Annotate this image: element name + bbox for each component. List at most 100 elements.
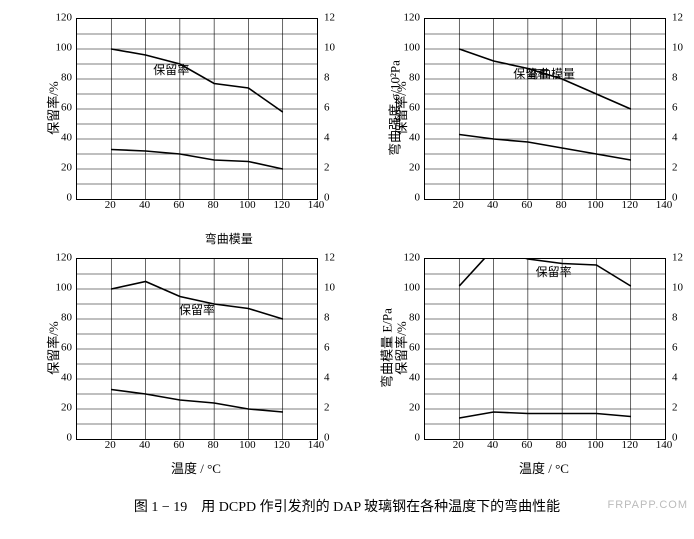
x-tick: 100 bbox=[239, 200, 256, 211]
y-left-tick: 20 bbox=[48, 163, 72, 174]
y-right-tick: 4 bbox=[672, 373, 692, 384]
y-right-tick: 6 bbox=[672, 343, 692, 354]
x-tick: 80 bbox=[208, 440, 219, 451]
series-retention bbox=[111, 49, 282, 112]
subplot-bottom: 020406080100120024681012保留率弯曲模量204060801… bbox=[396, 258, 692, 466]
x-tick: 40 bbox=[139, 200, 150, 211]
plot-svg bbox=[77, 19, 317, 199]
label-modulus: 弯曲模量 bbox=[527, 65, 575, 82]
y-left-tick: 100 bbox=[48, 43, 72, 54]
y-left-tick: 100 bbox=[396, 43, 420, 54]
x-tick: 120 bbox=[273, 200, 290, 211]
x-tick: 100 bbox=[587, 200, 604, 211]
x-tick: 100 bbox=[239, 440, 256, 451]
y-left-tick: 0 bbox=[48, 193, 72, 204]
x-tick: 120 bbox=[273, 440, 290, 451]
subplot-top: 020406080100120024681012保留率弯曲强度204060801… bbox=[48, 18, 344, 226]
y-right-axis: 024681012 bbox=[320, 18, 344, 198]
y-left-label: 保留率/% bbox=[43, 81, 62, 134]
y-right-tick: 2 bbox=[672, 163, 692, 174]
y-left-label: 保留率/% bbox=[391, 321, 410, 374]
x-tick: 80 bbox=[556, 440, 567, 451]
x-tick: 20 bbox=[453, 200, 464, 211]
x-tick: 20 bbox=[453, 440, 464, 451]
y-left-tick: 20 bbox=[396, 163, 420, 174]
y-right-tick: 0 bbox=[324, 193, 344, 204]
y-left-label: 保留率/% bbox=[391, 81, 410, 134]
x-tick: 60 bbox=[173, 440, 184, 451]
label-modulus: 弯曲模量 bbox=[205, 230, 253, 247]
y-right-tick: 6 bbox=[324, 343, 344, 354]
y-right-tick: 2 bbox=[324, 403, 344, 414]
y-left-tick: 100 bbox=[48, 283, 72, 294]
y-right-tick: 6 bbox=[324, 103, 344, 114]
x-tick: 20 bbox=[105, 440, 116, 451]
y-left-tick: 0 bbox=[396, 193, 420, 204]
figure-page: 020406080100120024681012保留率弯曲强度204060801… bbox=[0, 0, 694, 539]
y-right-tick: 10 bbox=[672, 283, 692, 294]
x-tick: 40 bbox=[487, 200, 498, 211]
plot-area: 保留率弯曲强度 bbox=[76, 18, 318, 200]
x-tick: 120 bbox=[621, 440, 638, 451]
x-axis: 20406080100120140 bbox=[76, 438, 316, 456]
x-tick: 60 bbox=[173, 200, 184, 211]
y-left-tick: 20 bbox=[48, 403, 72, 414]
y-right-axis: 024681012 bbox=[668, 18, 692, 198]
y-right-tick: 4 bbox=[324, 373, 344, 384]
subplot-bottom: 020406080100120024681012保留率弯曲模量204060801… bbox=[48, 258, 344, 466]
y-left-tick: 120 bbox=[48, 13, 72, 24]
grid bbox=[425, 259, 665, 439]
x-tick: 60 bbox=[521, 440, 532, 451]
y-right-tick: 10 bbox=[324, 283, 344, 294]
x-tick: 140 bbox=[308, 440, 325, 451]
label-retention: 保留率 bbox=[536, 263, 572, 280]
plot-area: 保留率弯曲模量 bbox=[424, 258, 666, 440]
panel-left: 020406080100120024681012保留率弯曲强度204060801… bbox=[48, 18, 344, 466]
x-label: 温度 / °C bbox=[76, 458, 316, 477]
plot-area: 保留率弯曲模量 bbox=[76, 258, 318, 440]
x-tick: 120 bbox=[621, 200, 638, 211]
x-tick: 20 bbox=[105, 200, 116, 211]
y-right-tick: 12 bbox=[672, 253, 692, 264]
series-modulus bbox=[459, 412, 630, 418]
y-right-axis: 024681012 bbox=[320, 258, 344, 438]
y-right-tick: 10 bbox=[672, 43, 692, 54]
y-right-axis: 024681012 bbox=[668, 258, 692, 438]
x-axis: 20406080100120140 bbox=[424, 198, 664, 216]
plot-svg bbox=[77, 259, 317, 439]
y-right-tick: 4 bbox=[324, 133, 344, 144]
y-right-tick: 8 bbox=[672, 73, 692, 84]
x-tick: 140 bbox=[656, 440, 673, 451]
y-right-tick: 0 bbox=[324, 433, 344, 444]
y-right-tick: 4 bbox=[672, 133, 692, 144]
plot-area: 保留率弯曲强度 bbox=[424, 18, 666, 200]
y-right-tick: 0 bbox=[672, 433, 692, 444]
y-right-tick: 10 bbox=[324, 43, 344, 54]
y-right-tick: 8 bbox=[672, 313, 692, 324]
series-strength bbox=[111, 150, 282, 170]
x-tick: 100 bbox=[587, 440, 604, 451]
watermark-text: FRPAPP.COM bbox=[608, 499, 689, 511]
panel-right: 020406080100120024681012保留率弯曲强度204060801… bbox=[396, 18, 692, 466]
label-retention: 保留率 bbox=[153, 61, 189, 78]
y-left-label: 保留率/% bbox=[43, 321, 62, 374]
y-right-tick: 6 bbox=[672, 103, 692, 114]
x-tick: 60 bbox=[521, 200, 532, 211]
series-strength bbox=[459, 135, 630, 161]
y-left-tick: 120 bbox=[396, 13, 420, 24]
y-left-tick: 0 bbox=[48, 433, 72, 444]
plot-svg bbox=[425, 259, 665, 439]
y-right-tick: 8 bbox=[324, 73, 344, 84]
x-tick: 80 bbox=[208, 200, 219, 211]
y-left-tick: 20 bbox=[396, 403, 420, 414]
x-tick: 140 bbox=[656, 200, 673, 211]
y-left-tick: 100 bbox=[396, 283, 420, 294]
y-right-tick: 12 bbox=[324, 253, 344, 264]
label-retention: 保留率 bbox=[179, 301, 215, 318]
x-tick: 40 bbox=[139, 440, 150, 451]
subplot-top: 020406080100120024681012保留率弯曲强度204060801… bbox=[396, 18, 692, 226]
x-axis: 20406080100120140 bbox=[76, 198, 316, 216]
x-label: 温度 / °C bbox=[424, 458, 664, 477]
y-right-tick: 8 bbox=[324, 313, 344, 324]
x-tick: 140 bbox=[308, 200, 325, 211]
